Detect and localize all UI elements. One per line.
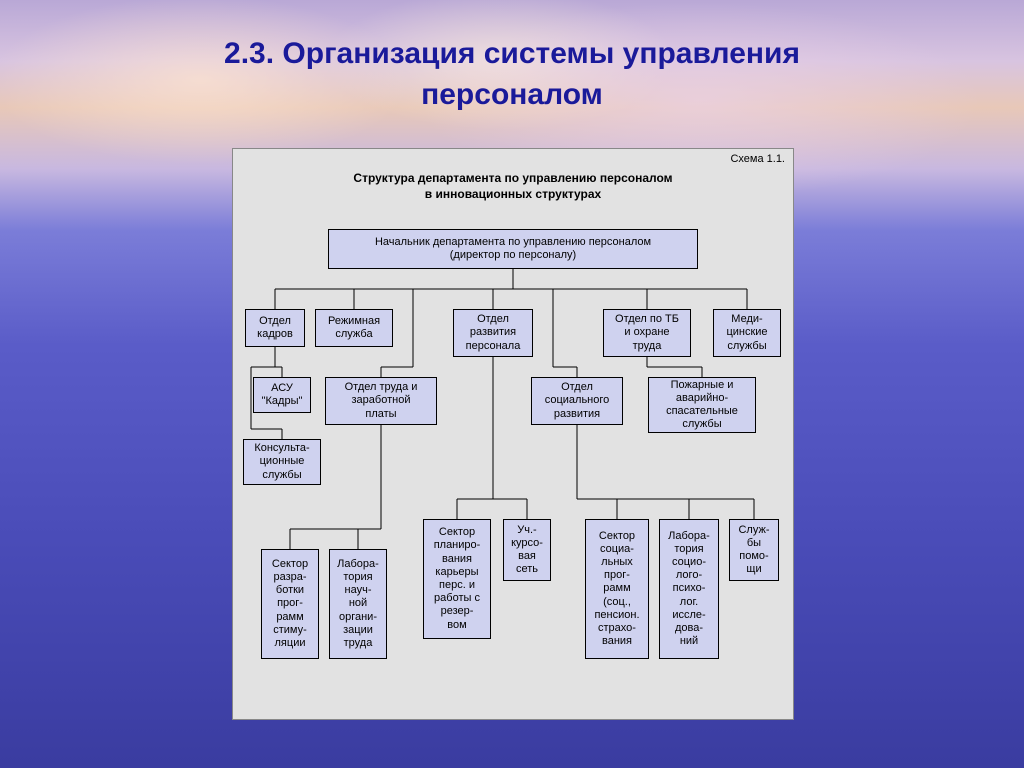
org-node-fire: Пожарные иаварийно-спасательныеслужбы — [648, 377, 756, 433]
org-node-sr1: Секторразра-боткипрог-раммстиму-ляции — [261, 549, 319, 659]
org-chart-diagram: Схема 1.1. Структура департамента по упр… — [232, 148, 794, 720]
org-node-r1c5: Меди-цинскиеслужбы — [713, 309, 781, 357]
title-line-2: персоналом — [421, 78, 603, 111]
org-node-root: Начальник департамента по управлению пер… — [328, 229, 698, 269]
org-node-r1c2: Режимнаяслужба — [315, 309, 393, 347]
caption-line-2: в инновационных структурах — [425, 187, 601, 201]
org-node-sr6: Лабора-ториясоцио-лого-психо-лог.иссле-д… — [659, 519, 719, 659]
org-node-asu: АСУ"Кадры" — [253, 377, 311, 413]
org-node-r1c4: Отдел по ТБи охранетруда — [603, 309, 691, 357]
org-node-soc: Отделсоциальногоразвития — [531, 377, 623, 425]
slide: 2.3. Организация системы управления перс… — [0, 0, 1024, 768]
org-node-sr7: Служ-быпомо-щи — [729, 519, 779, 581]
org-node-r1c1: Отделкадров — [245, 309, 305, 347]
scheme-label: Схема 1.1. — [730, 153, 785, 165]
org-node-r1c3: Отделразвитияперсонала — [453, 309, 533, 357]
org-node-kons: Консульта-ционныеслужбы — [243, 439, 321, 485]
org-node-sr2: Лабора-ториянауч-нойоргани-зациитруда — [329, 549, 387, 659]
org-node-sr4: Уч.-курсо-ваясеть — [503, 519, 551, 581]
diagram-caption: Структура департамента по управлению пер… — [233, 171, 793, 202]
org-node-sr5: Секторсоциа-льныхпрог-рамм(соц.,пенсион.… — [585, 519, 649, 659]
title-line-1: 2.3. Организация системы управления — [224, 37, 800, 70]
slide-title: 2.3. Организация системы управления перс… — [0, 34, 1024, 115]
org-node-ot zp: Отдел труда изаработнойплаты — [325, 377, 437, 425]
caption-line-1: Структура департамента по управлению пер… — [353, 171, 672, 185]
org-node-sr3: Секторпланиро-ваниякарьерыперс. иработы … — [423, 519, 491, 639]
